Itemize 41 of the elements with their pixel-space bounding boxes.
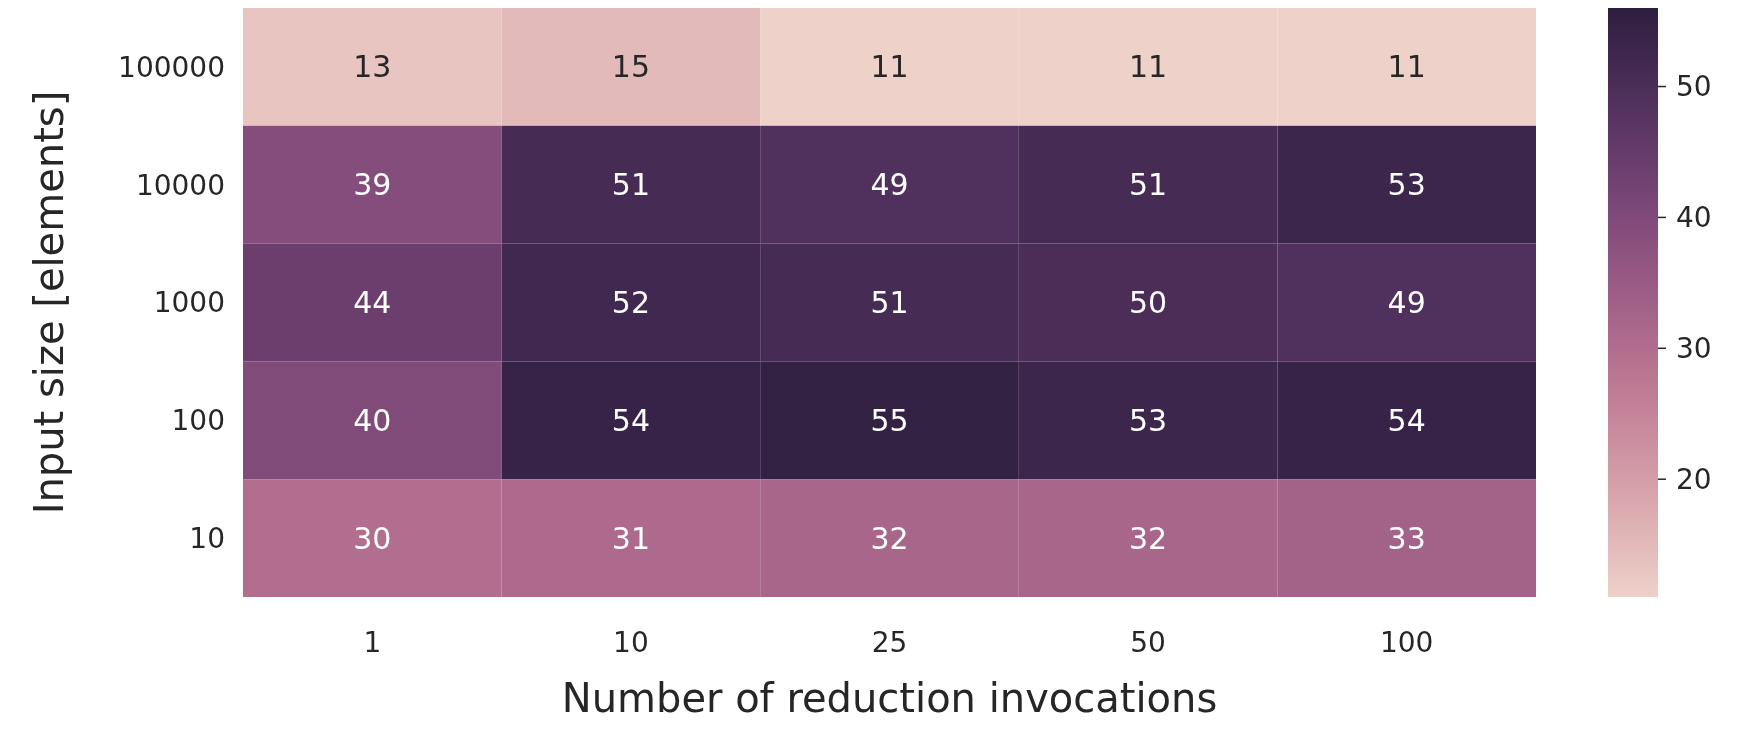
y-tick-label: 10000	[135, 168, 225, 202]
data-label: 15	[611, 49, 650, 85]
color-bar-label: 40	[1676, 201, 1712, 235]
data-label: 11	[1387, 49, 1426, 85]
x-tick-label: 25	[871, 626, 908, 659]
color-bar-label: 20	[1676, 463, 1712, 496]
x-tick-label: 50	[1130, 626, 1166, 659]
color-bar-label: 30	[1676, 332, 1712, 366]
data-label: 49	[1387, 285, 1426, 320]
data-label: 32	[870, 520, 909, 556]
y-tick-label: 100	[171, 404, 225, 438]
data-label: 49	[870, 167, 909, 203]
y-tick-label: 100000	[118, 50, 225, 84]
x-axis-title: Number of reduction invocations	[561, 675, 1218, 721]
data-label: 44	[353, 285, 392, 320]
data-label: 51	[870, 285, 909, 320]
data-label: 13	[353, 49, 392, 85]
x-tick-label: 100	[1379, 626, 1434, 659]
data-label: 53	[1387, 167, 1426, 203]
data-label: 30	[353, 520, 392, 556]
y-tick-label: 10	[189, 521, 225, 555]
data-label: 11	[870, 49, 909, 85]
x-tick-label: 10	[613, 626, 649, 659]
data-label: 51	[1129, 167, 1168, 203]
data-label: 39	[353, 167, 392, 203]
data-label: 33	[1387, 520, 1426, 556]
data-label: 51	[611, 167, 650, 203]
data-label: 40	[353, 402, 392, 438]
data-label: 53	[1129, 402, 1168, 438]
data-label: 54	[1387, 402, 1426, 438]
y-tick-label: 1000	[153, 286, 225, 320]
color-bar-label: 50	[1676, 70, 1712, 104]
data-label: 11	[1129, 49, 1168, 85]
data-label: 52	[611, 285, 650, 320]
data-label: 50	[1129, 285, 1168, 320]
y-axis-title: Input size [elements]	[26, 90, 72, 515]
data-label: 54	[611, 402, 650, 438]
data-label: 31	[611, 520, 650, 556]
data-label: 32	[1129, 520, 1168, 556]
data-label: 55	[870, 402, 909, 438]
x-tick-label: 1	[363, 626, 382, 659]
